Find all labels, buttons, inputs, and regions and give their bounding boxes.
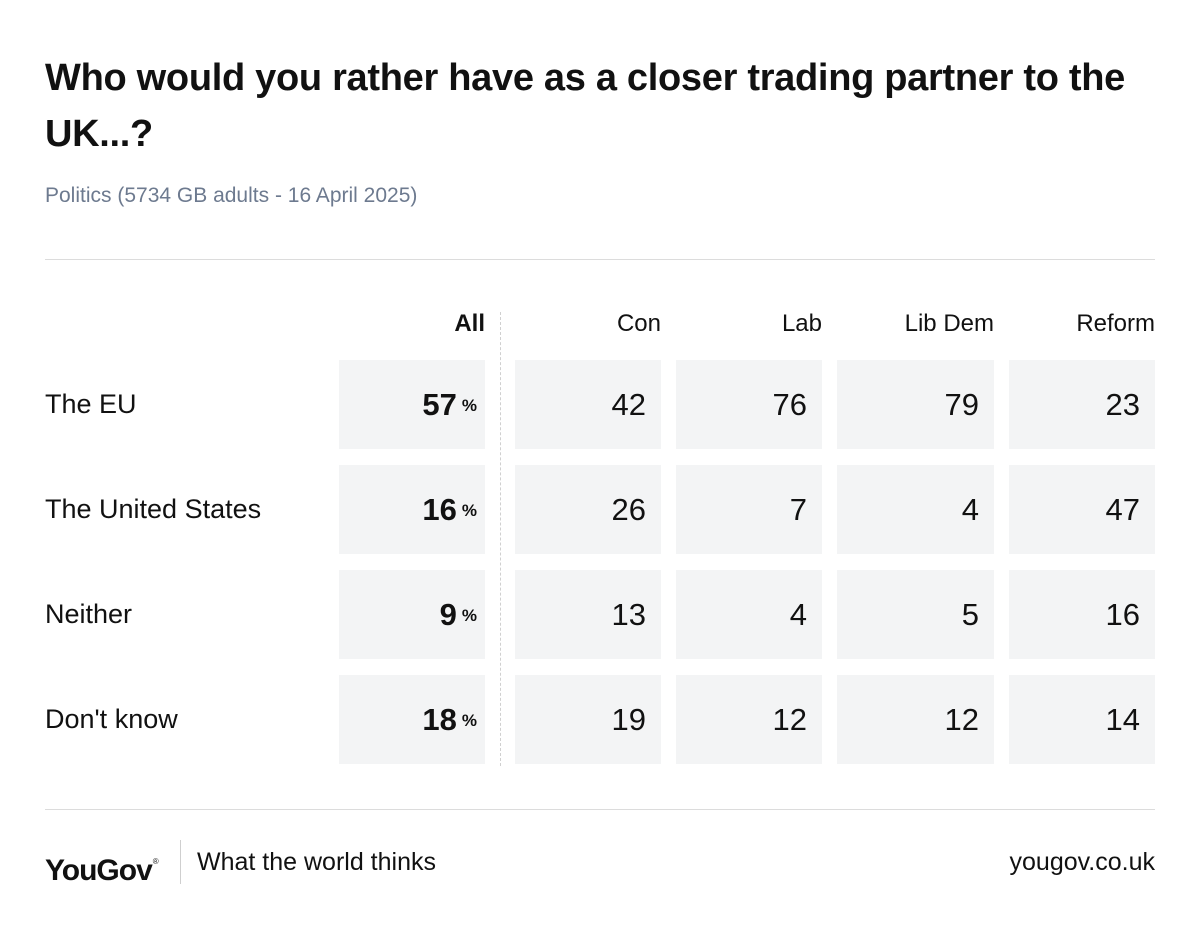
row-label: The United States [45,494,262,524]
cell-value: 26 [611,492,646,527]
row-label: The EU [45,389,137,419]
table-cell: 13 [515,570,661,659]
cell-value: 23 [1105,387,1140,422]
cell-value: 47 [1105,492,1140,527]
column-header-con: Con [616,310,661,337]
cell-value: 7 [789,492,807,527]
table-cell: 12 [837,675,994,764]
table-cell-all: 9% [339,570,485,659]
table-cell: 14 [1009,675,1155,764]
column-header-all: All [454,310,485,337]
cell-value: 16 [422,492,457,527]
percent-unit: % [461,711,477,730]
cell-value: 57 [422,387,457,422]
cell-value: 12 [944,702,979,737]
logo-text: YouGov [45,854,153,887]
bottom-divider [45,809,1155,810]
table-cell: 76 [676,360,822,449]
cell-value: 19 [611,702,646,737]
cell-value: 16 [1105,597,1140,632]
table-cell: 4 [676,570,822,659]
table-cell-all: 18% [339,675,485,764]
cell-value: 4 [961,492,979,527]
table-cell: 4 [837,465,994,554]
table-cell: 7 [676,465,822,554]
table-cell: 16 [1009,570,1155,659]
column-header-lib-dem: Lib Dem [904,310,994,337]
cell-value: 4 [789,597,807,632]
chart-subtitle: Politics (5734 GB adults - 16 April 2025… [45,184,418,207]
row-label: Neither [45,599,133,629]
cell-value: 12 [772,702,807,737]
cell-value: 14 [1105,702,1140,737]
cell-value: 13 [611,597,646,632]
percent-unit: % [461,606,477,625]
column-header-reform: Reform [1076,310,1155,337]
cell-value: 42 [611,387,646,422]
cell-value: 9 [439,597,457,632]
table-cell: 23 [1009,360,1155,449]
table-cell: 79 [837,360,994,449]
cell-value: 5 [961,597,979,632]
footer-separator [180,840,181,884]
cell-value: 76 [772,387,807,422]
footer-tagline: What the world thinks [197,848,436,876]
percent-unit: % [461,396,477,415]
footer-url: yougov.co.uk [1009,848,1155,876]
table-cell: 5 [837,570,994,659]
all-column-divider [500,312,501,766]
table-cell: 47 [1009,465,1155,554]
chart-title: Who would you rather have as a closer tr… [45,57,1125,155]
yougov-logo: YouGov® [45,842,159,887]
table-cell-all: 57% [339,360,485,449]
trademark-icon: ® [152,857,159,866]
row-label: Don't know [45,704,178,734]
cell-value: 79 [944,387,979,422]
table-cell: 12 [676,675,822,764]
table-cell: 26 [515,465,661,554]
table-cell: 42 [515,360,661,449]
table-cell: 19 [515,675,661,764]
top-divider [45,259,1155,260]
table-cell-all: 16% [339,465,485,554]
column-header-lab: Lab [781,310,822,337]
cell-value: 18 [422,702,457,737]
percent-unit: % [461,501,477,520]
